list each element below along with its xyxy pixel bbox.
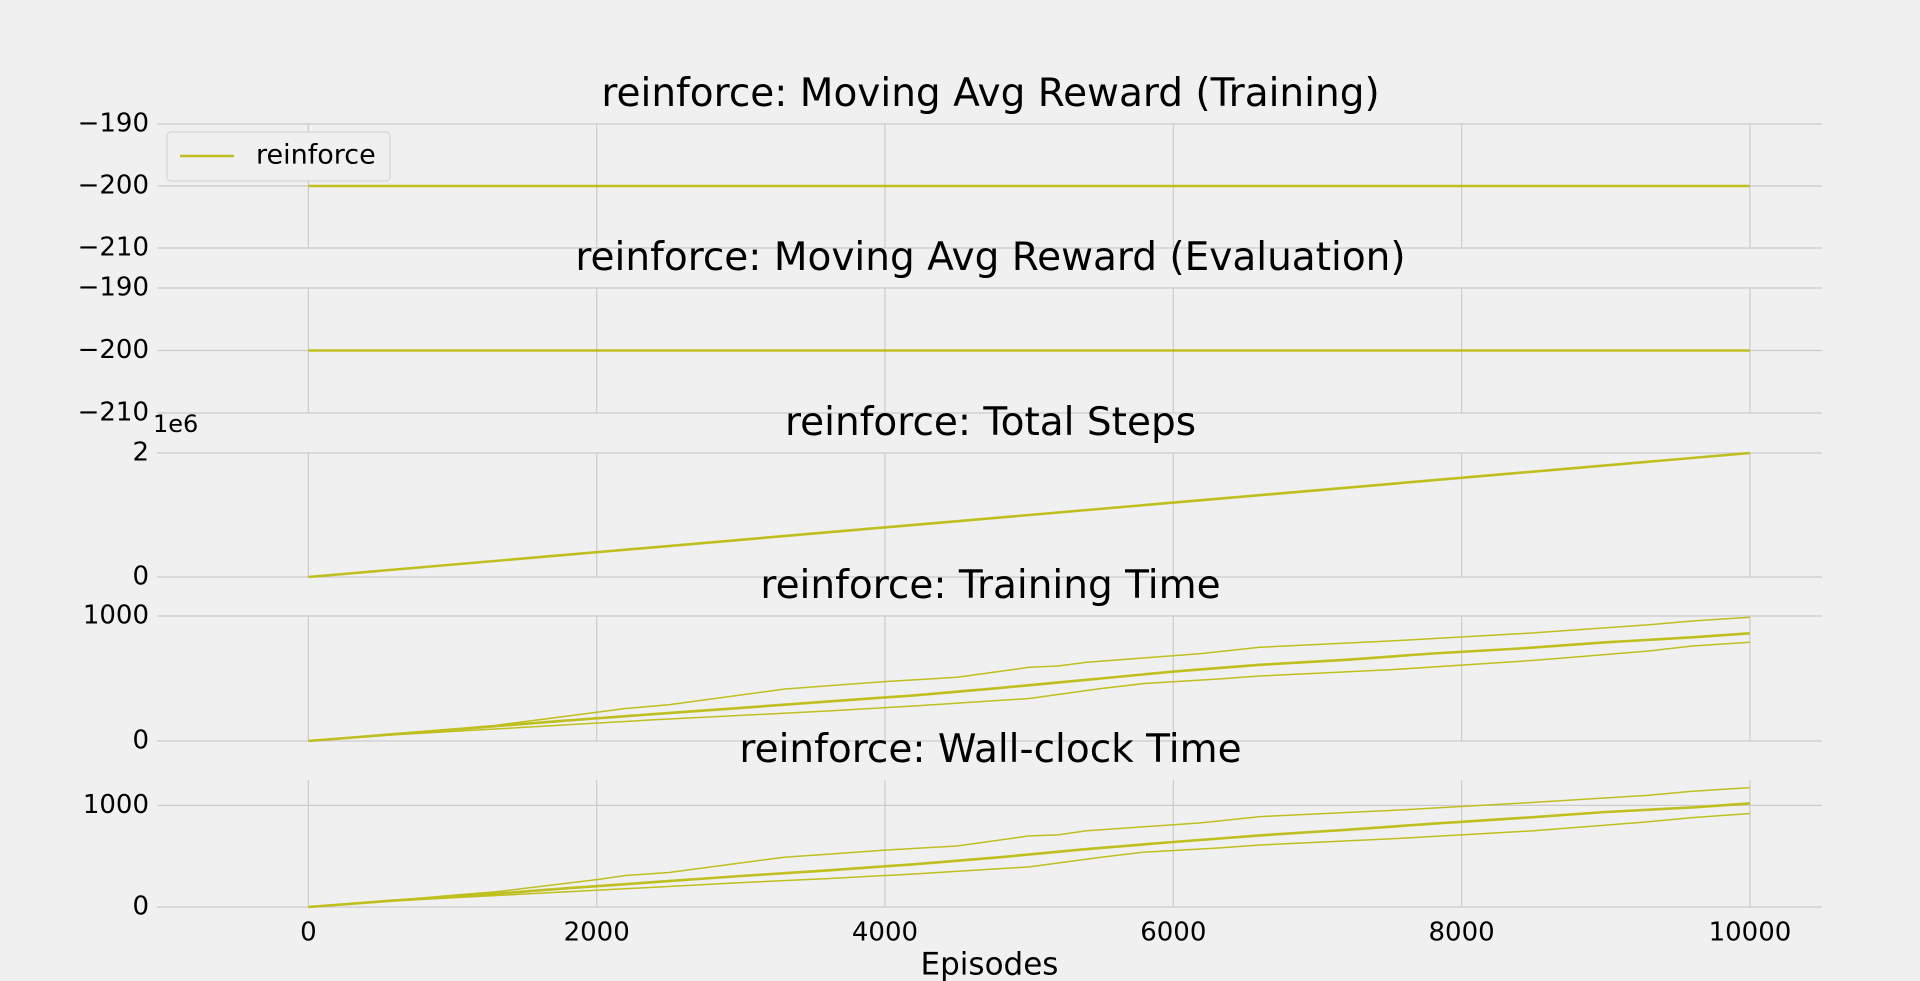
chart-title: reinforce: Training Time [760, 563, 1220, 608]
x-tick-label: 6000 [1140, 918, 1206, 948]
y-tick-label: 1000 [83, 790, 149, 820]
chart-title: reinforce: Moving Avg Reward (Training) [601, 71, 1379, 116]
y-tick-label: −190 [78, 273, 149, 303]
y-tick-label: 2 [132, 438, 149, 468]
series-line-mean [308, 802, 1750, 909]
chart-title: reinforce: Moving Avg Reward (Evaluation… [575, 235, 1405, 280]
y-tick-label: −210 [78, 233, 149, 263]
chart-title: reinforce: Wall-clock Time [739, 727, 1241, 772]
legend: reinforce [166, 131, 391, 182]
series-line-lower [308, 641, 1750, 742]
y-tick-label: 0 [132, 892, 149, 922]
subplot-2: −190 −200 −210 reinforce: Moving Avg Reward… [78, 235, 1822, 428]
y-tick-label: −200 [78, 171, 149, 201]
y-tick-label: 0 [132, 562, 149, 592]
x-tick-label: 4000 [852, 918, 918, 948]
x-tick-label: 8000 [1429, 918, 1495, 948]
x-tick-label: 0 [300, 918, 317, 948]
x-tick-label: 2000 [564, 918, 630, 948]
series-line-upper [308, 786, 1750, 908]
y-offset-label: 1e6 [153, 410, 198, 438]
y-tick-label: −210 [78, 398, 149, 428]
y-tick-label: 1000 [83, 601, 149, 631]
chart-title: reinforce: Total Steps [785, 400, 1196, 445]
x-tick-label: 10000 [1709, 918, 1792, 948]
y-tick-label: −200 [78, 335, 149, 365]
series-line-main [308, 451, 1751, 579]
series-line-mean [308, 632, 1750, 743]
subplot-1: −190 −200 −210 reinforce: Moving Avg Reward… [78, 71, 1822, 263]
legend-box [166, 131, 391, 182]
y-tick-label: −190 [78, 109, 149, 139]
legend-label: reinforce [256, 140, 376, 171]
subplot-3: 2 0 1e6 reinforce: Total Steps [132, 400, 1822, 592]
x-axis-label: Episodes [921, 947, 1059, 981]
series-line-lower [308, 812, 1750, 908]
series-line-upper [308, 616, 1750, 742]
y-tick-label: 0 [132, 726, 149, 756]
subplot-4: 1000 0 reinforce: Training Time [83, 563, 1822, 756]
